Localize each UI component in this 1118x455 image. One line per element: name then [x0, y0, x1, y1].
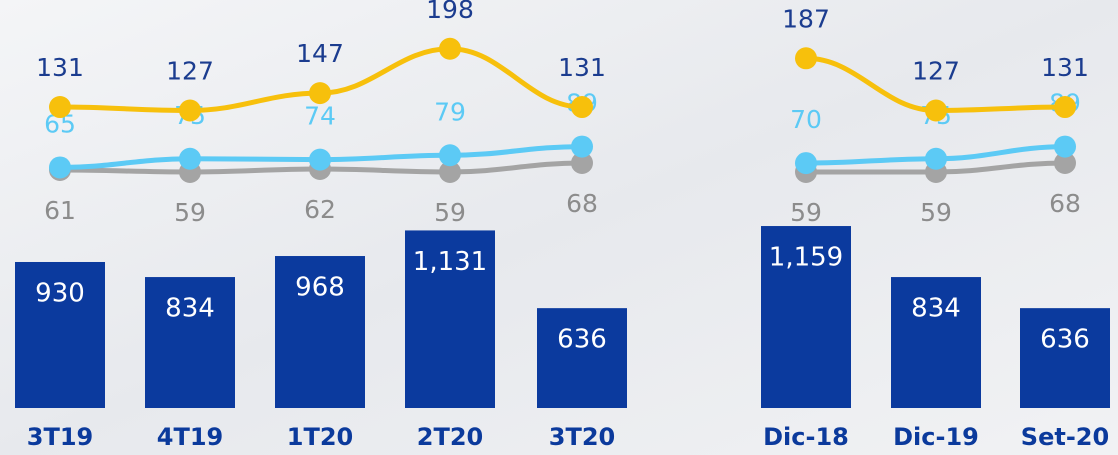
line-value-label: 131: [1041, 53, 1089, 82]
line-value-label: 59: [434, 198, 466, 227]
line-point: [439, 144, 461, 166]
bar-value-label: 636: [557, 325, 607, 355]
line-point: [795, 152, 817, 174]
line-point: [925, 148, 947, 170]
line-value-label: 187: [782, 4, 830, 33]
line-point: [179, 148, 201, 170]
bar-value-label: 1,159: [769, 243, 843, 273]
x-tick-label: 2T20: [417, 423, 483, 451]
line-value-label: 79: [434, 97, 466, 126]
line-value-label: 68: [1049, 189, 1081, 218]
line-value-label: 59: [920, 198, 952, 227]
page: {"chart_data": [ {"type": "combo", "cate…: [0, 0, 1118, 455]
x-tick-label: Set-20: [1021, 423, 1109, 451]
line-point: [571, 96, 593, 118]
line-point: [309, 149, 331, 171]
x-tick-label: Dic-19: [893, 423, 979, 451]
line-point: [571, 136, 593, 158]
line-value-label: 131: [558, 53, 606, 82]
line-point: [49, 156, 71, 178]
bar-value-label: 834: [165, 294, 215, 324]
bar-value-label: 834: [911, 294, 961, 324]
x-tick-label: 3T20: [549, 423, 615, 451]
line-point: [439, 38, 461, 60]
bar-value-label: 1,131: [413, 247, 487, 277]
line-value-label: 62: [304, 195, 336, 224]
line-point: [49, 96, 71, 118]
line-value-label: 61: [44, 196, 76, 225]
x-tick-label: 4T19: [157, 423, 223, 451]
line-point: [1054, 136, 1076, 158]
line-value-label: 68: [566, 189, 598, 218]
line-value-label: 147: [296, 39, 344, 68]
line-point: [1054, 96, 1076, 118]
line-value-label: 70: [790, 105, 822, 134]
bar-value-label: 968: [295, 273, 345, 303]
x-tick-label: 1T20: [287, 423, 353, 451]
line-value-label: 127: [166, 57, 214, 86]
line-value-label: 59: [790, 198, 822, 227]
bar-value-label: 636: [1040, 325, 1090, 355]
x-tick-label: 3T19: [27, 423, 93, 451]
line-value-label: 59: [174, 198, 206, 227]
line-value-label: 131: [36, 53, 84, 82]
line-value-label: 198: [426, 0, 474, 24]
bar: [537, 308, 627, 408]
x-tick-label: Dic-18: [763, 423, 849, 451]
bar: [1020, 308, 1110, 408]
line-point: [795, 47, 817, 69]
line-value-label: 127: [912, 57, 960, 86]
line-point: [925, 100, 947, 122]
line-point: [309, 82, 331, 104]
chart: 9308349681,13163661596259686575747989131…: [0, 0, 1118, 455]
line-value-label: 74: [304, 102, 336, 131]
line-point: [179, 100, 201, 122]
bar-value-label: 930: [35, 278, 85, 308]
